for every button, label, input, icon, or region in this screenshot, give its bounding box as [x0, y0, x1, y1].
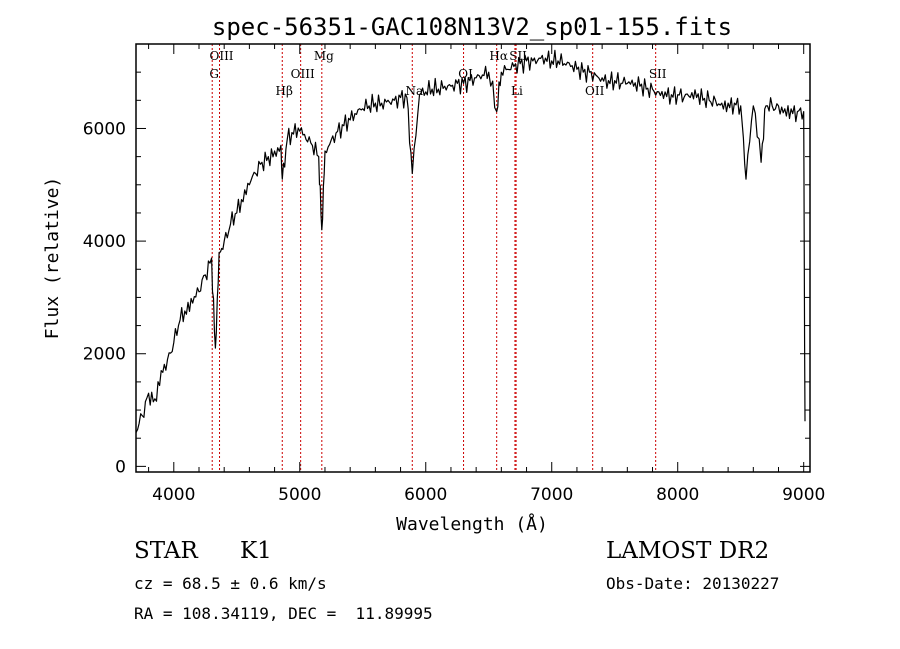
line-marker-label: OII	[585, 84, 605, 98]
chart-title: spec-56351-GAC108N13V2_sp01-155.fits	[212, 13, 732, 41]
line-marker-label: Hα	[489, 49, 508, 63]
x-tick-label: 4000	[152, 485, 195, 505]
line-marker-label: Hβ	[276, 84, 293, 98]
y-axis-label: Flux (relative)	[42, 177, 63, 340]
line-marker-label: OI	[458, 67, 473, 81]
line-marker-label: SII	[649, 67, 667, 81]
object-subclass: K1	[240, 538, 272, 564]
line-marker-label: G	[209, 67, 219, 81]
x-tick-label: 9000	[782, 485, 825, 505]
line-marker-label: OIII	[209, 49, 233, 63]
y-tick-label: 0	[115, 457, 126, 477]
plot-frame	[135, 43, 811, 473]
redshift-readout: cz = 68.5 ± 0.6 km/s	[134, 574, 327, 593]
axis-ticks: 4000 5000 6000 7000 8000 9000 0 2000 4000 6000	[83, 44, 825, 505]
y-tick-label: 2000	[83, 345, 126, 365]
object-class: STAR	[134, 538, 198, 564]
y-tick-label: 4000	[83, 232, 126, 252]
line-marker-label: Li	[511, 84, 523, 98]
x-axis-label: Wavelength (Å)	[396, 513, 548, 535]
x-tick-label: 7000	[530, 485, 573, 505]
y-tick-label: 6000	[83, 119, 126, 139]
line-marker-label: Na	[405, 84, 423, 98]
x-tick-label: 6000	[404, 485, 447, 505]
x-tick-label: 8000	[656, 485, 699, 505]
line-marker-label: Mg	[314, 49, 334, 63]
obs-date-readout: Obs-Date: 20130227	[606, 574, 780, 593]
x-tick-label: 5000	[278, 485, 321, 505]
line-marker-label: OIII	[291, 67, 315, 81]
survey-name: LAMOST DR2	[606, 538, 770, 564]
coordinates-readout: RA = 108.34119, DEC = 11.89995	[134, 604, 433, 623]
line-marker-label: SII	[509, 49, 527, 63]
spectrum-line	[135, 49, 806, 433]
